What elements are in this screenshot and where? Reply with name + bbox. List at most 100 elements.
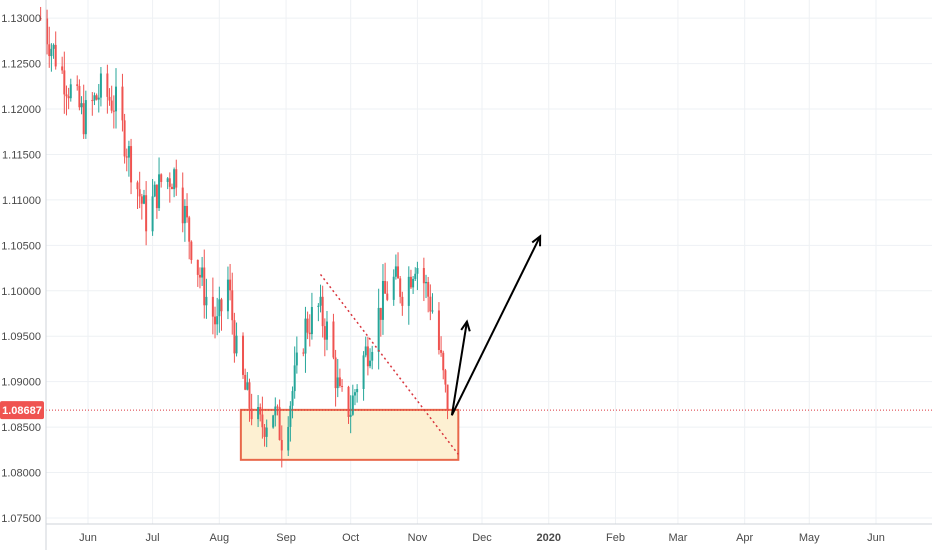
y-tick-label: 1.13000 <box>1 13 41 25</box>
candle-body <box>190 241 193 260</box>
candle-body <box>69 84 72 99</box>
candle-body <box>444 370 447 385</box>
candle-body <box>259 407 262 415</box>
y-tick-label: 1.12000 <box>1 104 41 116</box>
candle-body <box>231 290 234 321</box>
x-tick-label: Jun <box>79 532 97 544</box>
x-tick-label: Feb <box>606 532 625 544</box>
candle-body <box>366 346 369 367</box>
overlay-layer <box>46 234 932 455</box>
candle-body <box>173 169 176 190</box>
candle-body <box>427 281 430 297</box>
x-tick-label: Jul <box>146 532 160 544</box>
candle-body <box>386 293 389 300</box>
candle-body <box>48 44 51 57</box>
candle-body <box>377 307 380 352</box>
candle-body <box>63 70 66 95</box>
candle-body <box>362 355 365 389</box>
candle-body <box>52 44 55 49</box>
candle-body <box>61 66 64 71</box>
candle-body <box>196 259 199 275</box>
candle-body <box>211 296 214 317</box>
y-tick-label: 1.12500 <box>1 59 41 71</box>
candle-body <box>429 296 432 312</box>
candle-body <box>407 276 410 306</box>
candle-body <box>349 414 352 417</box>
candle-body <box>394 266 397 277</box>
candle-body <box>392 276 395 300</box>
x-tick-label: Sep <box>276 532 296 544</box>
candle-body <box>123 120 126 157</box>
projection-arrow <box>450 235 542 416</box>
time-axis[interactable]: Jun Jul Aug Sep Oct Nov Dec 2020 Feb Mar Apr May Jun <box>46 523 932 544</box>
candle-body <box>46 18 49 45</box>
candles <box>39 6 449 468</box>
candle-body <box>188 217 191 242</box>
candle-body <box>347 386 350 417</box>
candle-body <box>250 408 253 420</box>
candle-body <box>325 321 328 340</box>
candle-body <box>399 278 402 297</box>
candle-body <box>291 391 294 406</box>
candle-body <box>440 350 443 353</box>
candle-body <box>263 427 266 437</box>
candle-body <box>244 374 247 390</box>
candle-body <box>437 310 440 351</box>
candle-body <box>431 310 434 312</box>
grid-lines <box>46 0 932 524</box>
candle-body <box>353 392 356 396</box>
candle-body <box>257 407 260 420</box>
candle-body <box>198 274 201 278</box>
candle-body <box>214 316 217 325</box>
candle-body <box>446 384 449 411</box>
x-tick-label: May <box>799 532 820 544</box>
price-axis[interactable]: 1.13000 1.12500 1.12000 1.11500 1.11000 1.105… <box>0 0 47 550</box>
candle-body <box>422 268 425 284</box>
candle-body <box>278 407 281 440</box>
x-tick-label: Dec <box>472 532 492 544</box>
candle-body <box>229 279 232 291</box>
candle-body <box>235 335 238 354</box>
candle-body <box>302 352 305 354</box>
candle-body <box>233 320 236 354</box>
candle-body <box>364 346 367 356</box>
y-tick-label: 1.09500 <box>1 331 41 343</box>
y-tick-label: 1.10000 <box>1 286 41 298</box>
candle-body <box>265 427 268 437</box>
candle-body <box>310 306 313 335</box>
candle-body <box>226 279 229 312</box>
candle-body <box>186 205 189 218</box>
candle-body <box>110 100 113 111</box>
candle-body <box>280 439 283 451</box>
candle-body <box>381 281 384 320</box>
candle-body <box>153 184 156 197</box>
candle-body <box>203 267 206 306</box>
candle-body <box>121 86 124 121</box>
candle-body <box>91 100 94 102</box>
candle-body <box>82 103 85 135</box>
candle-body <box>99 73 102 98</box>
candle-body <box>289 405 292 427</box>
candle-body <box>155 184 158 209</box>
candle-body <box>201 267 204 278</box>
candle-body <box>341 385 344 387</box>
candle-body <box>248 382 251 409</box>
arrow-head <box>531 234 542 247</box>
y-tick-label: 1.08000 <box>1 468 41 480</box>
candle-body <box>293 365 296 392</box>
candle-body <box>166 178 169 182</box>
candle-body <box>272 415 275 428</box>
candle-body <box>140 196 143 204</box>
y-tick-label: 1.10500 <box>1 240 41 252</box>
candle-body <box>319 296 322 306</box>
candle-body <box>414 273 417 279</box>
candle-body <box>84 100 87 135</box>
y-tick-label: 1.11000 <box>2 195 41 207</box>
candle-body <box>308 332 311 335</box>
candle-body <box>317 305 320 307</box>
candle-body <box>142 195 145 204</box>
candle-body <box>114 86 117 112</box>
candle-body <box>183 205 186 224</box>
